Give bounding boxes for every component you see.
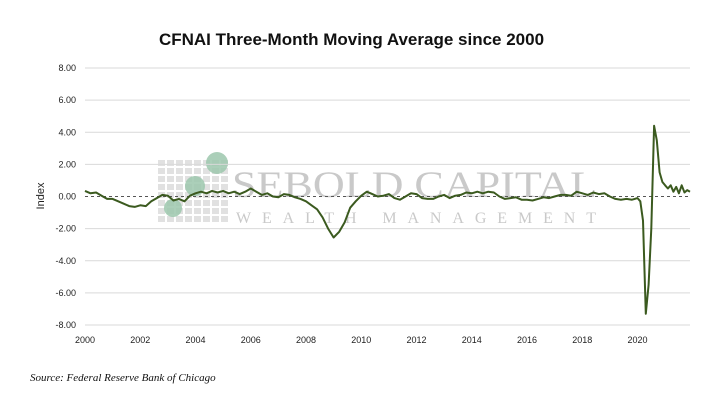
x-tick-label: 2014 xyxy=(462,335,482,345)
watermark-grid-cell xyxy=(185,208,192,214)
watermark-grid-cell xyxy=(158,184,165,190)
watermark-grid-cell xyxy=(203,184,210,190)
x-tick-label: 2002 xyxy=(130,335,150,345)
y-tick-label: -2.00 xyxy=(55,224,76,234)
watermark-grid-cell xyxy=(221,216,228,222)
y-tick-label: 6.00 xyxy=(58,95,76,105)
watermark-grid-cell xyxy=(194,200,201,206)
watermark-grid-cell xyxy=(167,176,174,182)
chart-title: CFNAI Three-Month Moving Average since 2… xyxy=(158,30,545,49)
x-tick-label: 2006 xyxy=(241,335,261,345)
watermark-grid-cell xyxy=(185,200,192,206)
watermark-logo: SEBOLD CAPITAL WEALTH MANAGEMENT xyxy=(158,152,597,227)
x-tick-label: 2004 xyxy=(185,335,205,345)
watermark-grid-cell xyxy=(167,192,174,198)
y-tick-label: 8.00 xyxy=(58,63,76,73)
y-tick-label: 2.00 xyxy=(58,159,76,169)
series-line-cfnai xyxy=(84,124,691,315)
watermark-grid-cell xyxy=(185,192,192,198)
watermark-circle-large xyxy=(206,152,228,174)
watermark-grid-cell xyxy=(194,216,201,222)
watermark-grid-cell xyxy=(221,192,228,198)
watermark-grid-cell xyxy=(176,216,183,222)
watermark-grid-cell xyxy=(203,168,210,174)
watermark-grid-cell xyxy=(212,176,219,182)
y-tick-label: -4.00 xyxy=(55,256,76,266)
watermark-grid-cell xyxy=(203,176,210,182)
watermark-grid-cell xyxy=(221,200,228,206)
watermark-grid-cell xyxy=(221,176,228,182)
watermark-grid-cell xyxy=(158,208,165,214)
watermark-grid-cell xyxy=(176,160,183,166)
y-tick-label: 0.00 xyxy=(58,192,76,202)
watermark-grid-cell xyxy=(194,168,201,174)
x-tick-label: 2000 xyxy=(75,335,95,345)
watermark-grid-cell xyxy=(176,184,183,190)
watermark-title: SEBOLD CAPITAL xyxy=(232,165,597,206)
watermark-grid-cell xyxy=(167,184,174,190)
source-note: Source: Federal Reserve Bank of Chicago xyxy=(30,372,216,384)
watermark-grid-cell xyxy=(176,192,183,198)
y-tick-label: 4.00 xyxy=(58,127,76,137)
x-tick-label: 2010 xyxy=(351,335,371,345)
y-tick-label: -8.00 xyxy=(55,320,76,330)
watermark-grid-cell xyxy=(158,216,165,222)
y-tick-label: -6.00 xyxy=(55,288,76,298)
watermark-grid-cell xyxy=(221,184,228,190)
watermark-grid-cell xyxy=(203,200,210,206)
watermark-grid-cell xyxy=(167,168,174,174)
watermark-grid-cell xyxy=(212,200,219,206)
watermark-grid-cell xyxy=(185,216,192,222)
x-axis-ticks: 2000 2002 2004 2006 2008 2010 2012 2014 2016 2018… xyxy=(75,335,648,345)
watermark-grid-cell xyxy=(203,216,210,222)
watermark-grid-cell xyxy=(185,168,192,174)
watermark-grid-cell xyxy=(167,160,174,166)
watermark-grid-cell xyxy=(158,160,165,166)
x-tick-label: 2008 xyxy=(296,335,316,345)
gridlines xyxy=(85,67,690,326)
watermark-grid-cell xyxy=(158,176,165,182)
watermark-subtitle: WEALTH MANAGEMENT xyxy=(236,210,596,227)
watermark-grid-cell xyxy=(212,208,219,214)
watermark-grid-cell xyxy=(176,168,183,174)
x-tick-label: 2016 xyxy=(517,335,537,345)
y-axis-title: Index xyxy=(35,182,47,209)
watermark-grid-cell xyxy=(212,192,219,198)
watermark-grid-cell xyxy=(212,216,219,222)
watermark-grid-cell xyxy=(158,200,165,206)
x-tick-label: 2018 xyxy=(572,335,592,345)
watermark-grid-cell xyxy=(167,216,174,222)
watermark-grid-cell xyxy=(221,208,228,214)
watermark-grid-cell xyxy=(185,160,192,166)
watermark-grid-cell xyxy=(203,192,210,198)
watermark-circle-small xyxy=(164,199,182,217)
watermark-grid-cell xyxy=(194,208,201,214)
watermark-grid-cell xyxy=(203,208,210,214)
x-tick-label: 2020 xyxy=(627,335,647,345)
watermark-grid-cell xyxy=(158,168,165,174)
watermark-grid-cell xyxy=(176,176,183,182)
watermark-grid-cell xyxy=(212,184,219,190)
y-axis-ticks: 8.00 6.00 4.00 2.00 0.00 -2.00 -4.00 -6.00 -8.00 xyxy=(55,63,76,330)
watermark-grid-cell xyxy=(194,160,201,166)
x-tick-label: 2012 xyxy=(406,335,426,345)
